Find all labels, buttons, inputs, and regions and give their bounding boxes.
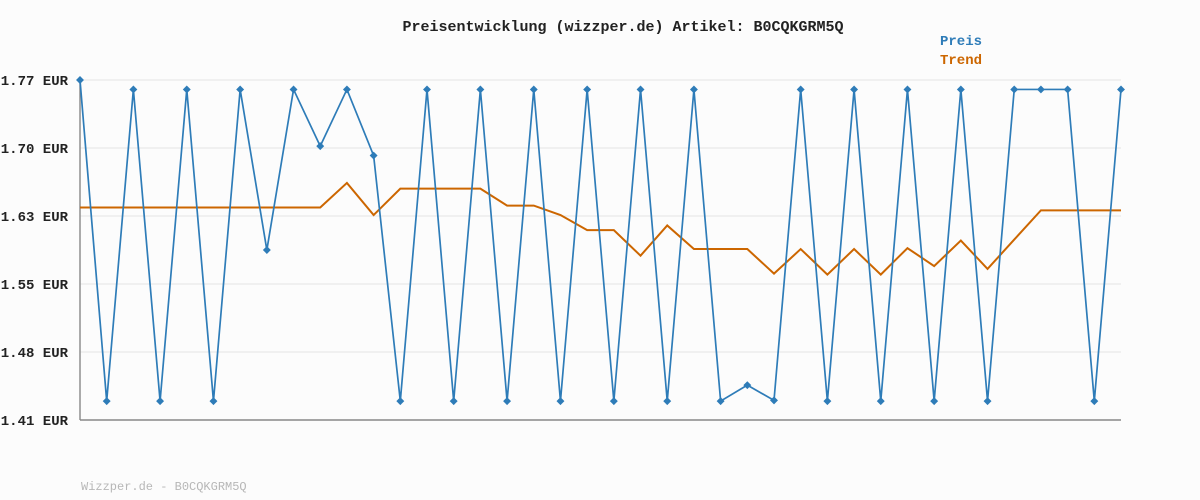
svg-text:1.48 EUR: 1.48 EUR	[1, 346, 69, 362]
svg-text:1.70 EUR: 1.70 EUR	[1, 142, 69, 158]
svg-text:1.63 EUR: 1.63 EUR	[1, 210, 69, 226]
svg-text:1.55 EUR: 1.55 EUR	[1, 278, 69, 294]
svg-text:1.77 EUR: 1.77 EUR	[1, 74, 69, 90]
svg-text:1.41 EUR: 1.41 EUR	[1, 414, 69, 430]
